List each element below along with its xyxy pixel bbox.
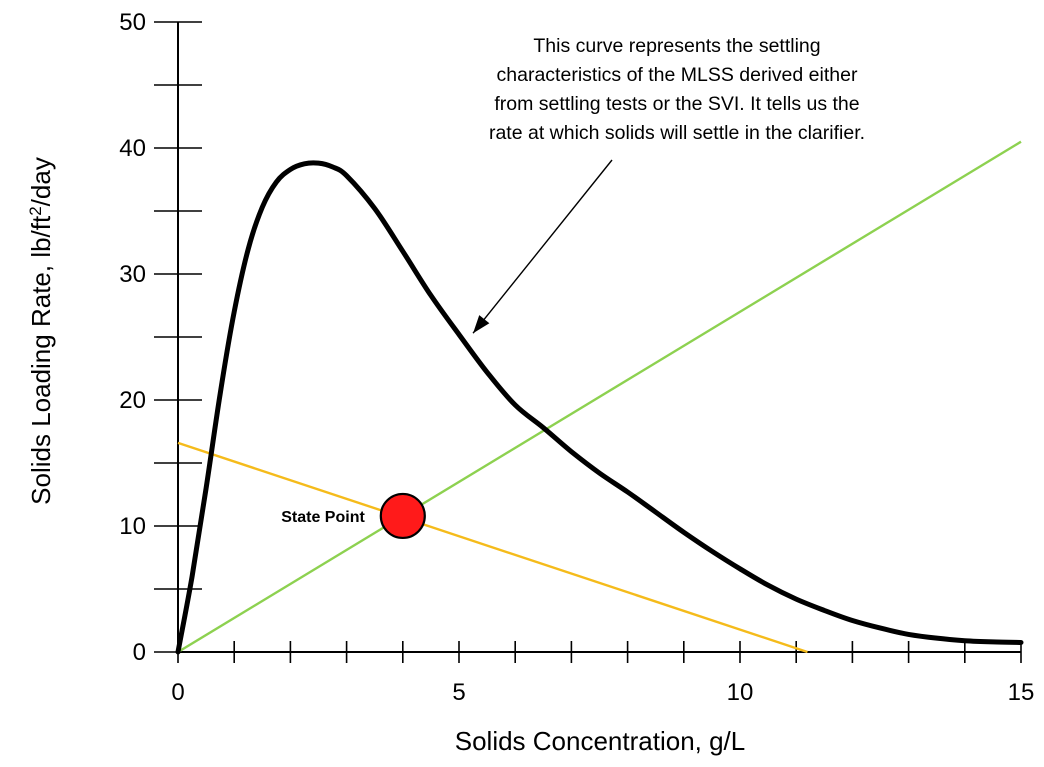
- x-tick-label: 15: [1008, 679, 1035, 706]
- y-tick-label: 30: [119, 261, 146, 288]
- axes: 0 5 10 15 0 10 20 30 40 50: [119, 9, 1034, 706]
- x-tick-label: 0: [171, 679, 184, 706]
- marker-layer: State Point: [281, 492, 426, 540]
- x-tick-label: 5: [452, 679, 465, 706]
- state-point-label: State Point: [281, 509, 365, 526]
- settling-flux-curve: [175, 160, 1024, 655]
- underflow-rate-line: [177, 441, 808, 654]
- y-axis-title: Solids Loading Rate, lb/ft2/day: [26, 157, 57, 505]
- y-tick-label: 40: [119, 135, 146, 162]
- y-tick-label: 0: [133, 639, 146, 666]
- y-tick-label: 10: [119, 513, 146, 540]
- y-axis-title-unit: /day: [26, 157, 56, 206]
- overflow-rate-line: [177, 140, 1022, 654]
- y-axis-title-main: Solids Loading Rate, lb/ft: [26, 215, 56, 505]
- annotation-line: characteristics of the MLSS derived eith…: [497, 64, 858, 86]
- x-axis-title: Solids Concentration, g/L: [455, 726, 746, 756]
- annotation-line: This curve represents the settling: [533, 35, 820, 57]
- annotation-layer: This curve represents the settling charac…: [472, 35, 865, 334]
- x-tick-label: 10: [727, 679, 754, 706]
- annotation-arrow-line: [472, 159, 613, 334]
- y-tick-label: 20: [119, 387, 146, 414]
- y-axis-title-superscript: 2: [26, 206, 45, 215]
- annotation-line: rate at which solids will settle in the …: [489, 122, 865, 144]
- annotation-line: from settling tests or the SVI. It tells…: [494, 93, 859, 115]
- y-tick-label: 50: [119, 9, 146, 36]
- annotation-arrow-head: [473, 315, 490, 334]
- series-layer: [175, 140, 1024, 655]
- state-point-marker: [379, 492, 426, 540]
